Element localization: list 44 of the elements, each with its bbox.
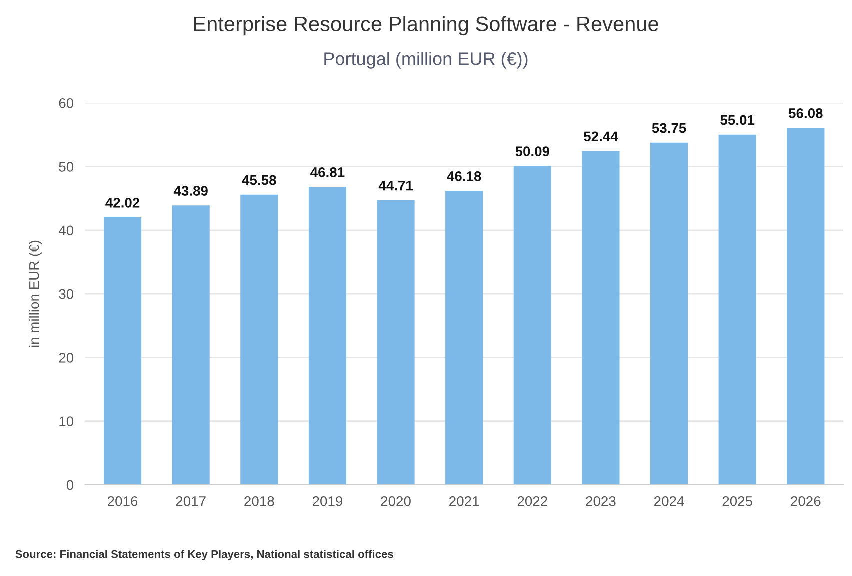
bar — [172, 206, 210, 485]
x-tick-label: 2023 — [586, 496, 616, 506]
y-tick-label: 40 — [58, 226, 74, 236]
y-tick-label: 60 — [59, 98, 74, 108]
chart-title: Enterprise Resource Planning Software - Revenue — [194, 16, 658, 36]
y-tick-label: 30 — [59, 289, 74, 300]
x-tick-label: 2025 — [722, 496, 752, 506]
y-tick-label: 50 — [59, 162, 74, 172]
bar — [377, 200, 415, 485]
data-label: 46.18 — [447, 172, 482, 182]
data-label: 56.08 — [788, 108, 823, 118]
bar — [240, 194, 278, 485]
x-tick-label: 2018 — [244, 496, 274, 506]
data-label: 55.01 — [720, 115, 755, 126]
x-tick-label: 2026 — [791, 496, 821, 506]
bar — [104, 218, 142, 485]
x-tick-label: 2022 — [518, 496, 548, 506]
bar — [582, 151, 620, 485]
x-tick-label: 2021 — [450, 496, 480, 506]
y-tick-label: 10 — [60, 416, 74, 427]
data-label: 52.44 — [584, 132, 618, 142]
data-label: 45.58 — [242, 175, 276, 186]
data-label: 43.89 — [174, 186, 208, 196]
bar — [514, 166, 552, 485]
x-tick-label: 2024 — [654, 496, 684, 506]
x-tick-label: 2017 — [176, 496, 206, 506]
x-tick-label: 2019 — [312, 496, 343, 506]
data-label: 50.09 — [516, 146, 550, 156]
source-note: Source: Financial Statements of Key Players, National statistical offices — [16, 550, 394, 560]
bar — [308, 187, 346, 485]
x-tick-label: 2016 — [108, 496, 138, 506]
bar — [446, 191, 484, 485]
data-label: 44.71 — [378, 181, 414, 191]
y-tick-label: 20 — [59, 353, 74, 363]
data-label: 53.75 — [652, 123, 686, 134]
data-label: 46.81 — [310, 168, 345, 178]
bar — [718, 134, 756, 485]
y-tick-label: 0 — [66, 480, 74, 490]
bar — [787, 128, 825, 485]
x-tick-label: 2020 — [381, 496, 411, 506]
data-label: 42.02 — [106, 198, 140, 208]
y-axis-title: in million EUR (€) — [29, 240, 42, 348]
chart-subtitle: Portugal (million EUR (€)) — [324, 52, 528, 69]
bar — [650, 142, 688, 485]
